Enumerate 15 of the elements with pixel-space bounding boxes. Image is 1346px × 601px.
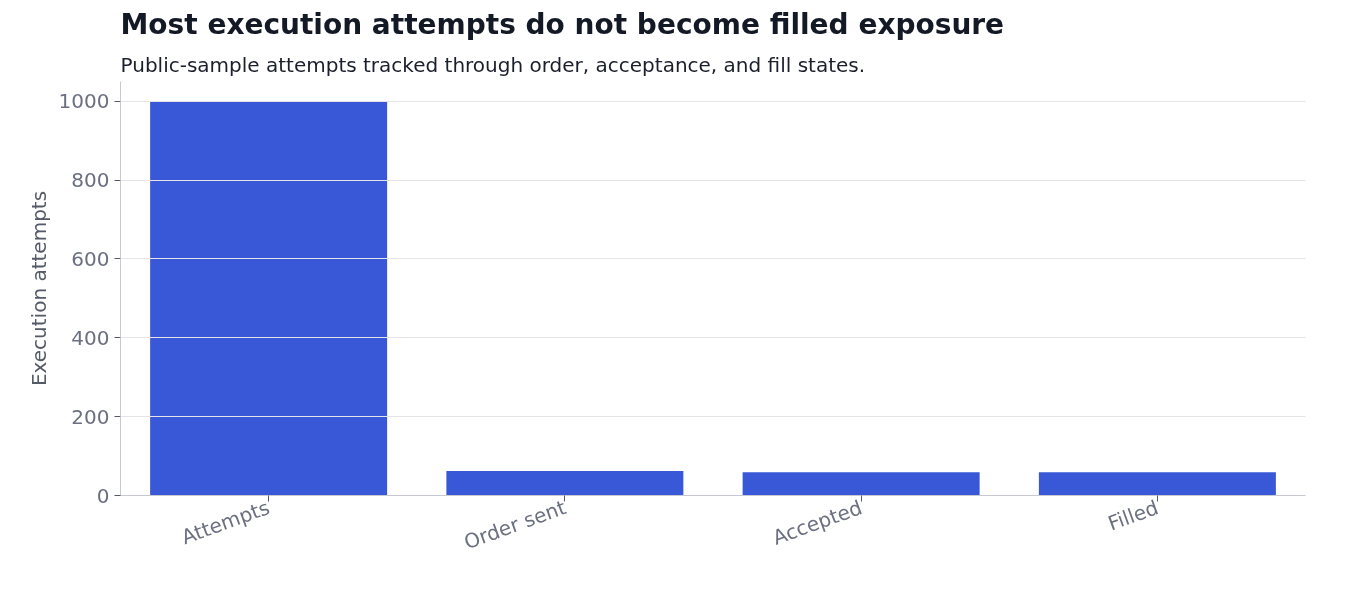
bar	[1038, 472, 1276, 496]
y-tick-label: 600	[71, 246, 110, 271]
x-tick-label: Order sent	[460, 495, 570, 555]
y-tick-label: 0	[96, 483, 110, 508]
chart-subtitle: Public-sample attempts tracked through order, acceptance, and fill states.	[120, 52, 866, 77]
x-tick-label: Filled	[1104, 495, 1162, 536]
bar	[150, 101, 388, 496]
y-tick-label: 800	[71, 168, 110, 193]
chart-title: Most execution attempts do not become filled exposure	[120, 7, 1005, 41]
bar	[446, 471, 684, 496]
y-tick-label: 200	[71, 404, 110, 429]
y-tick-label: 400	[71, 325, 110, 350]
y-tick-label: 1000	[58, 89, 110, 114]
bar	[742, 472, 980, 496]
y-axis-title: Execution attempts	[26, 190, 51, 387]
